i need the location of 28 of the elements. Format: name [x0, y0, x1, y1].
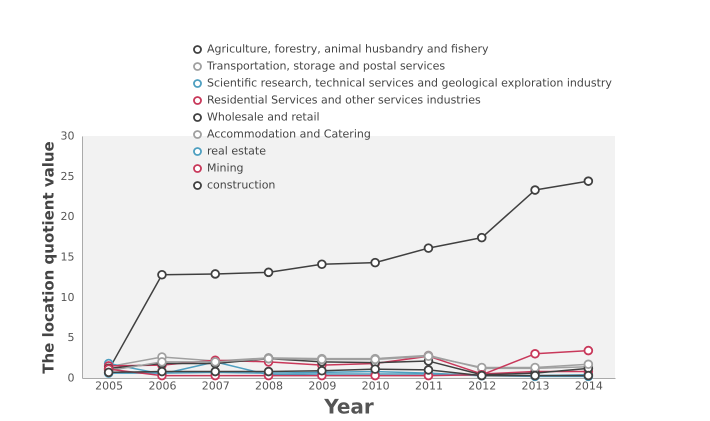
x-tick-label: 2009: [308, 380, 336, 392]
y-axis-title: The location quotient value: [40, 141, 58, 374]
legend-label: real estate: [207, 144, 266, 158]
legend-label: Accommodation and Catering: [207, 128, 371, 140]
y-tick-label: 25: [60, 170, 74, 183]
y-tick-label: 30: [60, 130, 74, 142]
legend-label: Agriculture, forestry, animal husbandry and fishery: [207, 42, 489, 56]
y-tick-label: 15: [60, 250, 74, 264]
legend-label: construction: [207, 178, 276, 192]
x-tick-label: 2012: [468, 380, 496, 392]
legend-label: Wholesale and retail: [207, 110, 320, 124]
x-axis-title: Year: [323, 394, 374, 418]
x-tick-label: 2005: [95, 380, 124, 392]
y-tick-label: 5: [68, 331, 74, 344]
x-tick-label: 2013: [522, 380, 550, 392]
x-tick-label: 2010: [362, 380, 390, 392]
y-tick-label: 20: [60, 210, 74, 224]
legend-label: Transportation, storage and postal services: [206, 60, 446, 72]
x-tick-label: 2008: [255, 380, 284, 392]
x-tick-label: 2007: [202, 380, 230, 392]
legend-label: Mining: [207, 162, 244, 174]
legend-label: Scientific research, technical services and geological exploration industry: [207, 76, 612, 90]
x-tick-label: 2014: [574, 380, 603, 392]
y-tick-label: 10: [60, 290, 74, 304]
y-tick-label: 0: [68, 372, 74, 384]
x-tick-label: 2006: [148, 380, 176, 392]
legend-label: Residential Services and other services industries: [207, 94, 481, 106]
x-tick-label: 2011: [414, 380, 443, 392]
